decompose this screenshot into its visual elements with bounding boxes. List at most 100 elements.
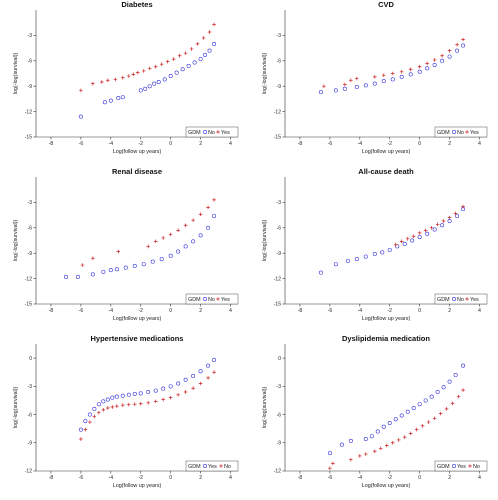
series-no [318,43,466,95]
data-point [414,427,419,432]
data-point [444,407,449,411]
data-point [455,213,460,218]
data-point [363,254,368,259]
data-point [399,239,404,244]
data-point [417,69,422,74]
data-point [132,402,137,407]
data-point [411,234,416,239]
data-point [147,84,152,89]
data-point [318,270,323,275]
y-tick-label: 0 [29,356,32,362]
data-point [168,253,173,258]
x-tick-label: 0 [418,141,421,147]
x-tick-label: 2 [448,141,451,147]
x-tick-label: 2 [448,308,451,314]
legend-marker [203,464,208,469]
data-point [402,435,407,439]
data-point [440,58,445,63]
y-tick-label: -12 [274,276,281,282]
data-point [138,401,143,406]
y-tick-label: -12 [25,469,32,475]
series-no [328,388,465,470]
data-point [75,274,80,279]
data-point [408,72,413,77]
data-point [152,81,157,86]
data-point [150,259,155,264]
data-point [159,257,164,262]
data-point [447,48,452,53]
data-point [318,90,323,95]
data-point [78,427,83,432]
legend-marker [468,464,472,468]
y-tick-label: -12 [274,109,281,115]
data-point [102,100,107,105]
data-point [141,262,146,267]
data-point [114,394,119,399]
data-point [138,391,143,396]
x-tick-label: -4 [109,141,114,147]
data-point [212,198,216,202]
data-point [201,36,206,40]
y-tick-label: -12 [25,109,32,115]
data-point [108,98,113,103]
data-point [153,399,158,404]
data-point [461,363,466,368]
legend-entry: Yes [221,130,230,136]
chart-panel: All-cause death -15 -12 -9 -6 -3 -8 -6 -4 -2 0 2 4 Lo… [262,167,488,322]
data-point [176,381,181,386]
series-yes [322,37,465,88]
data-point [113,77,118,82]
legend-marker [216,297,220,301]
data-point [343,82,347,87]
legend-entry: Yes [470,130,479,136]
data-point [363,437,368,442]
data-point [110,395,115,400]
data-point [101,269,106,274]
data-point [105,397,110,402]
x-tick-label: -2 [139,475,144,481]
data-point [198,57,203,62]
chart-title: Dyslipidemia medication [342,334,430,343]
legend-marker [219,464,223,468]
data-point [333,88,338,93]
x-tick-label: -8 [49,308,54,314]
x-tick-label: 0 [169,141,172,147]
y-tick-label: -6 [28,59,33,65]
data-point [101,408,106,412]
data-point [110,405,115,409]
data-point [349,78,353,83]
data-point [372,252,377,257]
data-point [126,392,131,397]
data-point [333,262,338,267]
data-point [115,404,119,408]
legend-marker [452,297,457,302]
chart-title: Hypertensive medications [91,334,184,343]
data-point [331,461,335,466]
y-tick-label: -9 [277,251,282,257]
data-point [339,442,344,447]
data-point [345,258,350,263]
chart-title: CVD [378,0,394,9]
series-no [318,207,466,275]
data-point [384,443,389,448]
legend-entry: Yes [221,297,230,303]
data-point [153,239,158,244]
x-tick-label: -2 [388,141,393,147]
data-point [120,75,125,80]
legend: GDM No Yes [434,126,488,138]
data-point [116,249,121,254]
data-point [453,211,458,216]
y-tick-label: -6 [277,226,282,232]
y-tick-label: -9 [28,440,33,446]
data-point [100,80,104,84]
data-point [349,457,353,462]
x-tick-label: -6 [79,308,84,314]
data-point [358,454,362,458]
data-point [83,419,88,424]
x-tick-label: 2 [199,141,202,147]
y-tick-label: -3 [277,384,282,390]
data-point [447,379,452,384]
data-point [378,446,383,451]
data-point [417,64,422,69]
series-yes [80,198,216,267]
